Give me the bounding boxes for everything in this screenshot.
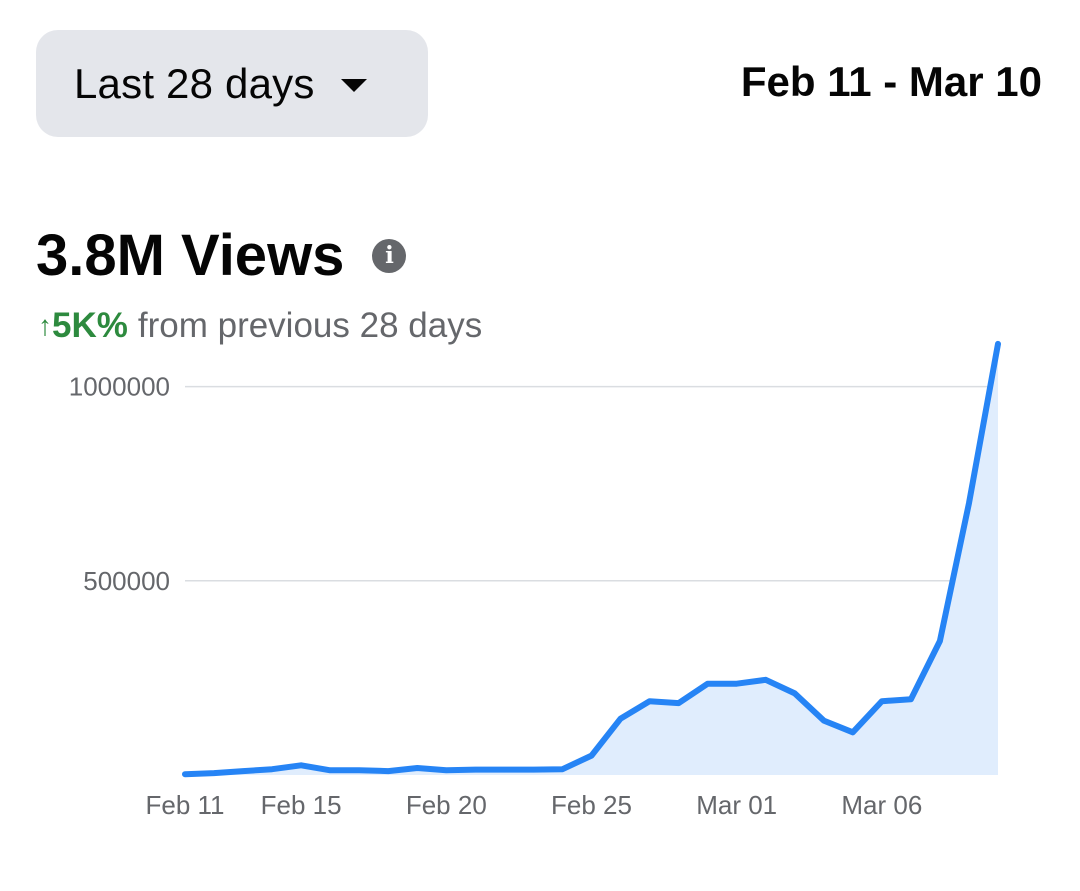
data-point: [356, 767, 362, 773]
data-point: [937, 638, 943, 644]
x-tick-label: Mar 06: [841, 790, 922, 820]
data-point: [879, 698, 885, 704]
data-point: [385, 768, 391, 774]
series-line: [182, 340, 1001, 778]
x-tick-label: Mar 01: [696, 790, 777, 820]
data-point: [995, 341, 1001, 347]
y-tick-label: 1000000: [69, 372, 170, 402]
x-axis-labels: Feb 11 Feb 15 Feb 20 Feb 25 Mar 01 Mar 06: [145, 790, 922, 820]
data-point: [821, 718, 827, 724]
data-point: [211, 770, 217, 776]
x-tick-label: Feb 25: [551, 790, 632, 820]
caret-down-icon: [340, 79, 367, 92]
x-tick-label: Feb 15: [261, 790, 342, 820]
chart-line: [182, 340, 1001, 778]
change-percent: 5K%: [52, 306, 128, 345]
data-point: [182, 771, 188, 777]
data-point: [501, 767, 507, 773]
date-range-dropdown[interactable]: Last 28 days: [36, 30, 428, 137]
data-point: [647, 698, 653, 704]
data-point: [530, 767, 536, 773]
change-description: from previous 28 days: [137, 306, 483, 345]
data-point: [966, 500, 972, 506]
x-tick-label: Feb 20: [406, 790, 487, 820]
data-point: [443, 767, 449, 773]
x-tick-label: Feb 11: [145, 790, 224, 820]
data-point: [298, 762, 304, 768]
date-range-dropdown-label: Last 28 days: [74, 59, 315, 107]
data-point: [676, 700, 682, 706]
data-point: [763, 677, 769, 683]
data-point: [327, 767, 333, 773]
metric-header: 3.8M Views i: [36, 222, 407, 289]
y-tick-label: 500000: [83, 566, 170, 596]
y-axis-labels: 500000 1000000: [69, 372, 170, 596]
data-point: [908, 696, 914, 702]
series-area: [185, 343, 998, 775]
data-point: [240, 768, 246, 774]
date-range-text: Feb 11 - Mar 10: [740, 58, 1042, 105]
data-point: [269, 766, 275, 772]
data-point: [472, 767, 478, 773]
chart-gridlines: [185, 385, 998, 582]
data-point: [589, 753, 594, 759]
up-arrow-icon: ↑: [38, 310, 52, 341]
change-indicator: ↑5K% from previous 28 days: [38, 306, 482, 346]
data-point: [705, 681, 711, 687]
data-point: [734, 681, 740, 687]
views-total: 3.8M Views: [36, 223, 345, 288]
info-icon[interactable]: i: [372, 238, 407, 273]
data-point: [414, 765, 420, 771]
data-point: [850, 729, 856, 735]
chart-area-fill: [185, 343, 998, 775]
data-point: [618, 716, 624, 722]
data-point: [559, 766, 565, 772]
data-point: [792, 690, 798, 696]
